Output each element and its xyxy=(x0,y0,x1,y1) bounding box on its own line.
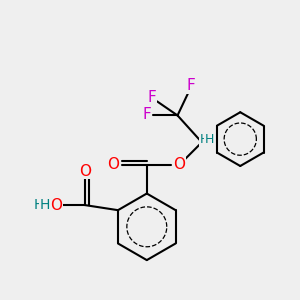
Text: O: O xyxy=(107,157,119,172)
Text: F: F xyxy=(148,90,156,105)
Text: O: O xyxy=(107,157,119,172)
Text: H: H xyxy=(205,133,214,146)
Text: O: O xyxy=(50,197,62,212)
Text: F: F xyxy=(142,107,151,122)
Text: O: O xyxy=(79,164,91,178)
Text: O: O xyxy=(79,164,91,178)
Text: H: H xyxy=(200,133,209,146)
Text: F: F xyxy=(148,90,156,105)
Text: O: O xyxy=(173,157,185,172)
Text: H: H xyxy=(40,198,50,212)
Text: F: F xyxy=(142,107,151,122)
Text: F: F xyxy=(187,79,195,94)
Text: HO: HO xyxy=(34,198,55,212)
Text: O: O xyxy=(173,157,185,172)
Text: F: F xyxy=(187,79,195,94)
